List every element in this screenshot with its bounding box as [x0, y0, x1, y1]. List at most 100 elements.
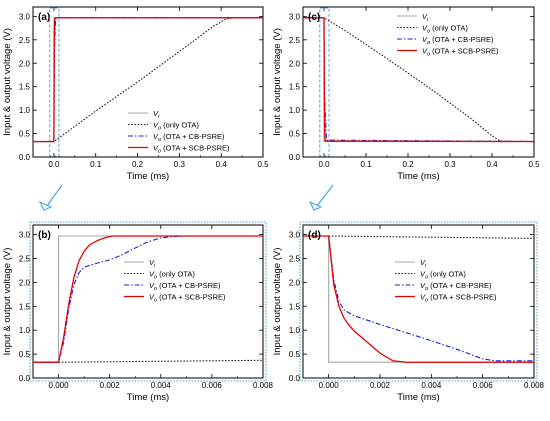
legend-label-vo-scb: Vo (OTA + SCB-PSRE)	[420, 293, 497, 304]
x-tick-label: 0.004	[151, 381, 172, 390]
plot-frame	[32, 224, 264, 379]
y-tick-label: 0.5	[289, 350, 301, 359]
legend-label-vi: Vi	[149, 258, 156, 269]
x-axis-label: Time (ms)	[127, 392, 169, 403]
series-group	[303, 17, 534, 143]
legend-label-vo-cb: Vo (OTA + CB-PSRE)	[422, 35, 494, 46]
series-group	[303, 235, 534, 363]
legend-label-vo-only: Vo (only OTA)	[153, 121, 199, 132]
x-tick-label: 0.2	[402, 160, 414, 169]
series-line-vo-scb	[303, 17, 534, 143]
y-tick-label: 3.0	[19, 231, 31, 240]
x-tick-label: 0.004	[421, 381, 442, 390]
y-tick-label: 1.5	[19, 302, 31, 311]
plot-frame	[302, 224, 535, 379]
x-tick-label: 0.000	[49, 381, 70, 390]
y-tick-label: 2.5	[289, 254, 301, 263]
chart-panel-c: 0.0 0.1 0.2 0.3 0.4 0.5 0.0 0.5 1.0 1.5 2.0 2.5 3.0 T…	[272, 6, 540, 182]
series-line-vo-cb	[33, 17, 263, 143]
legend-label-vi: Vi	[420, 258, 427, 269]
panel-label: (d)	[308, 230, 321, 241]
y-tick-label: 1.0	[19, 326, 31, 335]
plot-frame	[302, 6, 535, 158]
series-line-vi	[33, 17, 263, 143]
x-tick-label: 0.2	[132, 160, 144, 169]
y-tick-label: 3.0	[19, 12, 31, 21]
series-line-vi	[303, 17, 534, 143]
x-tick-label: 0.3	[174, 160, 186, 169]
y-tick-label: 2.0	[19, 278, 31, 287]
x-tick-label: 0.006	[473, 381, 494, 390]
series-line-vo-only	[303, 17, 534, 143]
series-line-vo-scb	[303, 235, 534, 363]
series-line-vo-only	[33, 359, 263, 363]
y-tick-label: 2.0	[19, 59, 31, 68]
series-group	[33, 235, 263, 363]
y-axis-label: Input & output voltage (V)	[2, 28, 13, 136]
zoom-region-box	[319, 7, 330, 157]
series-line-vo-only	[33, 17, 263, 143]
zoom-arrow-head	[38, 200, 53, 211]
y-tick-label: 2.5	[289, 36, 301, 45]
x-tick-label: 0.0	[318, 160, 330, 169]
panel-label: (a)	[38, 12, 50, 23]
x-tick-label: 0.002	[370, 381, 391, 390]
panel-label: (c)	[308, 12, 320, 23]
x-tick-label: 0.4	[486, 160, 498, 169]
legend-label-vo-scb: Vo (OTA + SCB-PSRE)	[149, 293, 226, 304]
y-tick-label: 1.0	[19, 106, 31, 115]
chart-panel-d: 0.000 0.002 0.004 0.006 0.008 0.0 0.5 1.0 1.5 2.0…	[272, 221, 545, 403]
y-tick-label: 0.5	[19, 350, 31, 359]
x-axis-label: Time (ms)	[397, 171, 439, 182]
y-tick-label: 2.5	[19, 254, 31, 263]
legend-label-vi: Vi	[422, 12, 429, 23]
zoom-arrow-left	[38, 184, 63, 211]
x-tick-label: 0.1	[360, 160, 372, 169]
x-tick-label: 0.008	[524, 381, 545, 390]
panel-label: (b)	[38, 230, 51, 241]
legend-label-vo-only: Vo (only OTA)	[149, 270, 195, 281]
zoom-frame	[29, 221, 267, 382]
y-tick-label: 0.0	[19, 374, 31, 383]
legend-label-vo-only: Vo (only OTA)	[420, 270, 466, 281]
y-axis-label: Input & output voltage (V)	[272, 28, 283, 136]
series-line-vo-only	[303, 235, 534, 239]
legend-label-vo-scb: Vo (OTA + SCB-PSRE)	[153, 144, 230, 155]
y-tick-label: 0.5	[289, 130, 301, 139]
y-tick-label: 1.0	[289, 326, 301, 335]
y-tick-label: 1.5	[19, 83, 31, 92]
series-line-vo-scb	[33, 235, 263, 363]
y-tick-label: 0.5	[19, 130, 31, 139]
y-tick-label: 1.5	[289, 83, 301, 92]
zoom-arrow-head	[308, 200, 323, 211]
x-tick-label: 0.5	[528, 160, 540, 169]
x-tick-label: 0.0	[48, 160, 60, 169]
zoom-arrow-right	[308, 184, 334, 211]
y-tick-label: 2.0	[289, 278, 301, 287]
y-tick-label: 3.0	[289, 231, 301, 240]
y-tick-label: 2.0	[289, 59, 301, 68]
x-tick-label: 0.1	[90, 160, 102, 169]
chart-panel-a: 0.0 0.1 0.2 0.3 0.4 0.5 0.0 0.5 1.0 1.5 2.0 2.5 3.0 T…	[2, 6, 269, 182]
series-group	[33, 17, 263, 143]
plot-frame	[32, 6, 264, 158]
legend-label-vi: Vi	[153, 109, 160, 120]
x-tick-label: 0.008	[253, 381, 274, 390]
y-tick-label: 1.5	[289, 302, 301, 311]
y-tick-label: 1.0	[289, 106, 301, 115]
x-tick-label: 0.002	[100, 381, 121, 390]
legend-label-vo-only: Vo (only OTA)	[422, 24, 468, 35]
series-line-vo-scb	[33, 17, 263, 143]
y-tick-label: 0.0	[289, 374, 301, 383]
x-axis-label: Time (ms)	[127, 171, 169, 182]
x-tick-label: 0.000	[319, 381, 340, 390]
zoom-frame	[299, 221, 538, 382]
y-tick-label: 2.5	[19, 36, 31, 45]
legend-label-vo-scb: Vo (OTA + SCB-PSRE)	[422, 47, 499, 58]
x-tick-label: 0.5	[257, 160, 269, 169]
y-tick-label: 3.0	[289, 12, 301, 21]
series-line-vo-cb	[303, 17, 534, 143]
y-axis-label: Input & output voltage (V)	[2, 248, 13, 356]
x-tick-label: 0.4	[216, 160, 228, 169]
